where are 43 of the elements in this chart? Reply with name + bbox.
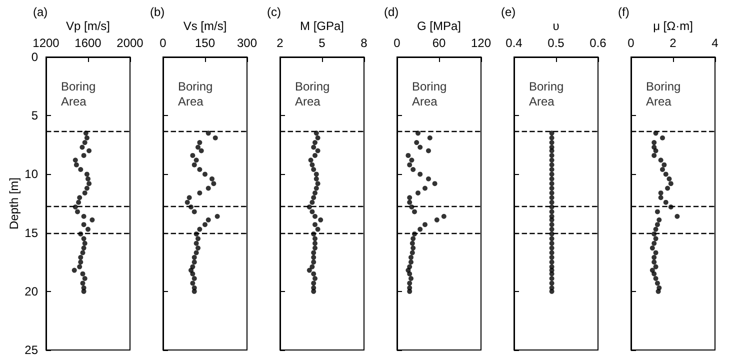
x-tick-label: 8 [360,36,368,50]
x-axis-title: Vs [m/s] [183,19,227,34]
y-tick-label: 20 [24,284,38,298]
annotation: Boring Area [178,80,216,108]
annotation: Boring Area [61,80,100,108]
annotation: Boring Area [646,80,684,108]
y-tick-label: 10 [24,167,38,182]
annotation: Boring Area [529,80,568,108]
x-axis-title: Vp [m/s] [66,19,110,34]
x-tick-label: 120 [470,36,492,50]
annotation: Boring Area [295,80,334,108]
x-tick-label: 1600 [74,36,102,50]
y-axis-title: Depth [m] [7,177,21,230]
chart-title: (f) [618,5,630,19]
x-axis-title: μ [Ω·m] [653,19,693,34]
x-tick-label: 5 [318,36,326,50]
x-tick-label: 0.6 [590,36,607,50]
x-tick-label: 300 [236,36,258,50]
x-tick-label: 2 [670,36,677,50]
annotation: Boring Area [412,80,450,108]
x-tick-label: 2000 [116,36,144,50]
x-tick-label: 2 [276,36,284,50]
x-tick-label: 0 [160,36,167,50]
x-tick-label: 4 [712,36,719,50]
x-tick-label: 0.5 [548,36,565,50]
y-tick-label: 15 [24,226,38,240]
x-tick-label: 60 [432,36,446,50]
y-tick-label: 5 [31,108,38,123]
chart-title: (b) [150,5,165,19]
x-tick-label: 150 [194,36,216,50]
x-tick-label: 1200 [32,36,60,50]
chart-title: (c) [267,5,281,19]
chart-title: (d) [384,5,399,19]
x-tick-label: 0 [628,36,635,50]
chart-title: (a) [33,5,48,19]
x-tick-label: 0 [394,36,401,50]
y-tick-label: 25 [24,343,38,357]
x-axis-title: G [MPa] [416,19,462,34]
x-axis-title: υ [552,19,560,34]
x-tick-label: 0.4 [506,36,523,50]
y-tick-label: 0 [31,50,38,64]
chart-title: (e) [501,5,516,19]
x-axis-title: M [GPa] [300,19,344,34]
